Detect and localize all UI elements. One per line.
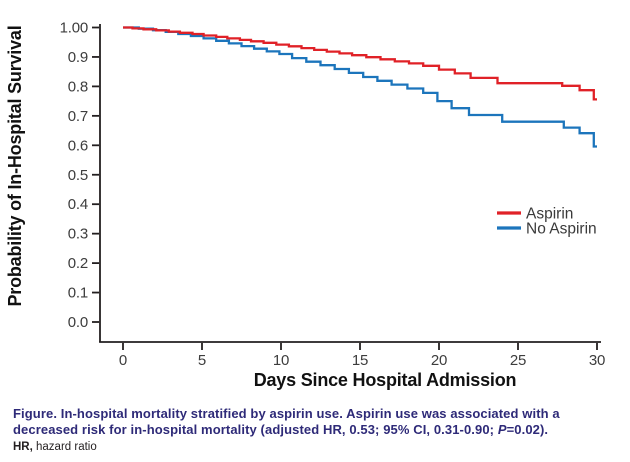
aspirin-legend-label: Aspirin — [526, 206, 573, 223]
x-tick-label: 15 — [352, 352, 368, 369]
x-axis-title: Days Since Hospital Admission — [254, 370, 517, 390]
no-aspirin-curve — [123, 26, 597, 148]
x-tick-label: 0 — [119, 352, 127, 369]
y-tick-label: 0.3 — [68, 226, 88, 243]
aspirin-curve — [123, 26, 597, 101]
y-tick-label: 0.5 — [68, 167, 88, 184]
y-tick-label: 0.0 — [68, 314, 88, 331]
y-axis-title: Probability of In-Hospital Survival — [5, 25, 25, 306]
y-tick-label: 0.6 — [68, 137, 88, 154]
footnote-hr-abbrev: HR, — [13, 441, 33, 453]
y-tick-label: 0.9 — [68, 49, 88, 66]
y-tick-label: 0.7 — [68, 108, 88, 125]
x-tick-label: 5 — [198, 352, 206, 369]
y-tick-label: 0.4 — [68, 196, 88, 213]
survival-curves — [123, 26, 597, 148]
no-aspirin-legend-label: No Aspirin — [526, 221, 597, 238]
survival-chart: 1.00 0.9 0.8 0.7 0.6 0.5 0.4 0.3 0.2 0.1 0.0 0 5 10 1… — [5, 20, 605, 391]
footnote-hr-definition: hazard ratio — [32, 441, 97, 453]
figure-caption: Figure. In-hospital mortality stratified… — [13, 406, 617, 437]
y-tick-label: 1.00 — [60, 20, 88, 37]
caption-p-italic: P — [497, 421, 507, 437]
x-tick-label: 10 — [273, 352, 289, 369]
y-tick-label: 0.1 — [68, 285, 88, 302]
legend: Aspirin No Aspirin — [497, 206, 597, 238]
x-axis-ticks: 0 5 10 15 20 25 30 — [119, 342, 605, 369]
x-tick-label: 30 — [589, 352, 605, 369]
y-axis-ticks: 1.00 0.9 0.8 0.7 0.6 0.5 0.4 0.3 0.2 0.1 0.0 — [60, 20, 100, 331]
caption-line1: Figure. In-hospital mortality stratified… — [13, 406, 560, 421]
abbreviation-footnote: HR, hazard ratio — [13, 441, 613, 453]
y-tick-label: 0.2 — [68, 255, 88, 272]
x-tick-label: 25 — [510, 352, 526, 369]
x-tick-label: 20 — [431, 352, 447, 369]
caption-line2-post: =0.02). — [506, 421, 549, 437]
caption-line2-pre: decreased risk for in-hospital mortality… — [13, 421, 498, 437]
y-tick-label: 0.8 — [68, 78, 88, 95]
